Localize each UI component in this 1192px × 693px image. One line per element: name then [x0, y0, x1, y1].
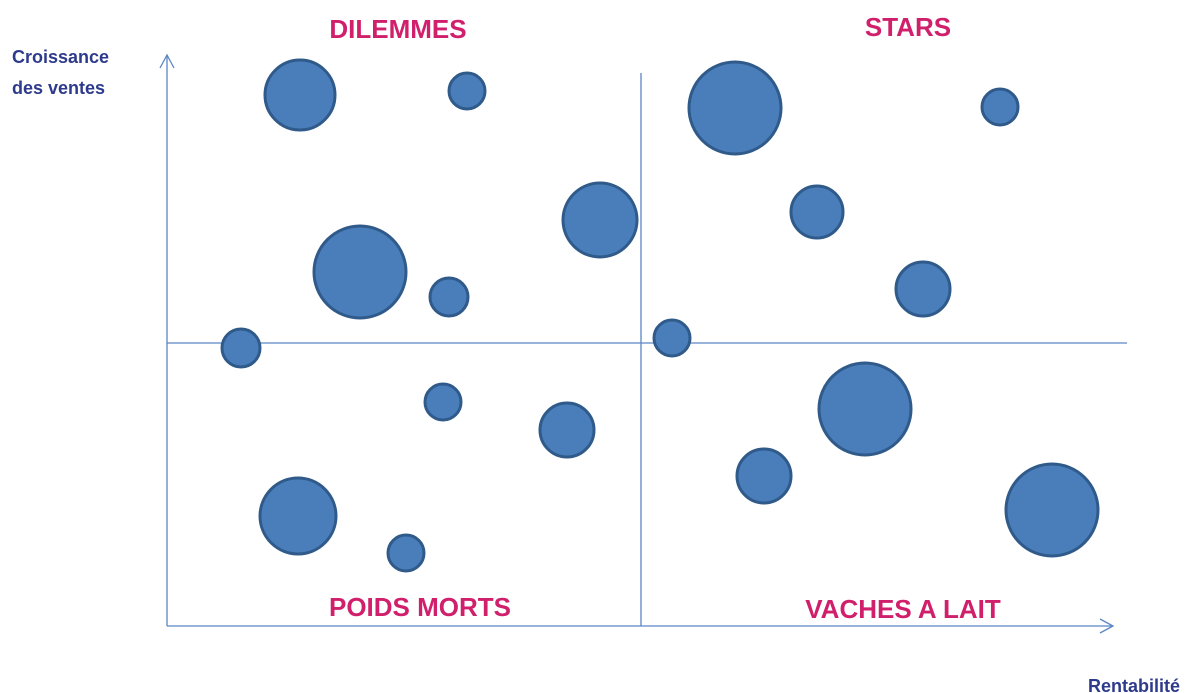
bubble: [386, 533, 426, 573]
quadrant-label: STARS: [865, 12, 951, 42]
bubble: [1004, 462, 1100, 558]
y-axis-label: Croissance: [12, 47, 109, 67]
bubble: [423, 382, 463, 422]
bubble: [561, 181, 639, 259]
bubble: [447, 71, 487, 111]
x-arrow: [1099, 618, 1115, 634]
bubble: [789, 184, 845, 240]
bubble: [652, 318, 692, 358]
bubble: [220, 327, 262, 369]
bubble: [263, 58, 337, 132]
quadrant-label: POIDS MORTS: [329, 592, 511, 622]
bubble: [538, 401, 596, 459]
bubble: [980, 87, 1020, 127]
bubbles: [220, 58, 1100, 573]
axes: [159, 53, 1127, 634]
y-axis-label: des ventes: [12, 78, 105, 98]
bubble: [817, 361, 913, 457]
bubble: [428, 276, 470, 318]
bubble: [687, 60, 783, 156]
bubble: [258, 476, 338, 556]
bubble: [735, 447, 793, 505]
quadrant-label: VACHES A LAIT: [805, 594, 1001, 624]
bubble: [894, 260, 952, 318]
bubble: [312, 224, 408, 320]
quadrant-label: DILEMMES: [329, 14, 466, 44]
y-arrow: [159, 53, 175, 69]
x-axis-label: Rentabilité: [1088, 676, 1180, 693]
